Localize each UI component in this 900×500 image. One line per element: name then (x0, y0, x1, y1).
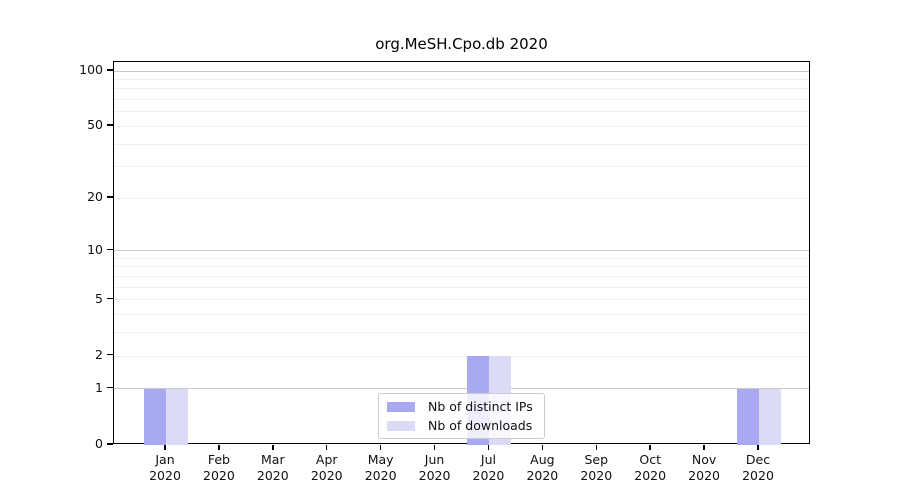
gridline (114, 78, 809, 80)
legend-swatch-downloads (387, 420, 415, 431)
x-tick-label: Jan 2020 (149, 452, 181, 483)
y-tick-label: 100 (79, 62, 103, 77)
gridline (114, 250, 809, 252)
gridline (114, 286, 809, 288)
y-tick-label: 1 (95, 379, 103, 395)
x-tick (325, 444, 328, 450)
gridline (114, 257, 809, 259)
legend-swatch-distinct-ips (387, 401, 415, 412)
legend-label-distinct-ips: Nb of distinct IPs (428, 399, 533, 414)
bar-downloads (166, 388, 188, 445)
gridline (114, 70, 809, 72)
gridline (114, 355, 809, 357)
gridline (114, 299, 809, 301)
chart-title: org.MeSH.Cpo.db 2020 (375, 35, 548, 53)
y-tick (107, 353, 113, 356)
x-tick (541, 444, 544, 450)
y-tick (107, 386, 113, 389)
legend-item-distinct-ips: Nb of distinct IPs (387, 399, 534, 414)
x-tick-label: May 2020 (364, 452, 397, 483)
gridline (114, 266, 809, 268)
legend-label-downloads: Nb of downloads (428, 418, 533, 433)
bar-distinct-ips (144, 388, 166, 445)
bar-distinct-ips (737, 388, 759, 445)
y-tick-label: 50 (87, 117, 103, 133)
x-tick (649, 444, 651, 450)
gridline (114, 143, 809, 145)
x-tick (487, 444, 490, 450)
y-tick (107, 248, 113, 251)
x-tick-label: Oct 2020 (634, 452, 667, 483)
x-tick (379, 444, 382, 450)
x-tick-label: Aug 2020 (526, 452, 559, 483)
x-tick-label: Nov 2020 (688, 452, 720, 483)
gridline (114, 125, 809, 127)
gridline (114, 314, 809, 316)
x-tick-label: Jun 2020 (418, 452, 451, 483)
gridline (114, 332, 809, 334)
gridline (114, 99, 809, 101)
gridline (114, 88, 809, 90)
y-tick (107, 124, 113, 126)
x-tick-label: Jul 2020 (472, 452, 505, 483)
y-tick-label: 10 (87, 241, 103, 257)
x-tick (218, 444, 220, 450)
x-tick (703, 444, 705, 450)
gridline (114, 166, 809, 168)
y-tick (107, 443, 113, 445)
y-tick-label: 20 (87, 189, 103, 205)
x-tick (757, 444, 759, 450)
x-tick (272, 444, 274, 450)
y-tick (107, 69, 113, 71)
gridline (114, 197, 809, 199)
gridline (114, 276, 809, 277)
y-tick (107, 196, 113, 198)
x-tick (595, 444, 598, 450)
x-tick (433, 444, 436, 450)
x-tick-label: Feb 2020 (203, 452, 235, 483)
x-tick-label: Apr 2020 (310, 452, 343, 483)
x-tick-label: Sep 2020 (580, 452, 613, 483)
bar-downloads (759, 388, 781, 445)
x-tick (164, 444, 166, 450)
x-tick-label: Mar 2020 (256, 452, 289, 483)
gridline (114, 111, 809, 113)
y-tick-label: 0 (95, 436, 103, 451)
y-tick-label: 2 (95, 346, 103, 362)
y-tick (107, 297, 113, 300)
legend-item-downloads: Nb of downloads (387, 418, 534, 433)
gridline (114, 388, 809, 390)
legend: Nb of distinct IPs Nb of downloads (378, 393, 545, 439)
x-tick-label: Dec 2020 (742, 452, 774, 483)
y-tick-label: 5 (95, 290, 103, 306)
plot-area (113, 61, 810, 445)
